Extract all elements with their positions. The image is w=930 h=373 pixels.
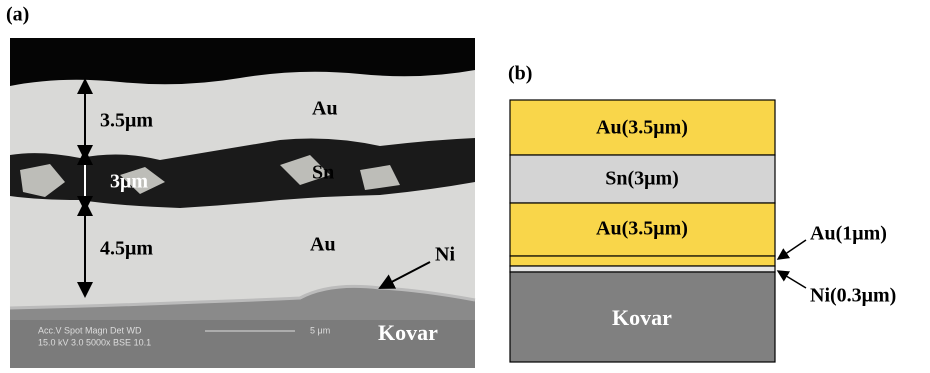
callout-label: Ni(0.3μm) [810,285,896,307]
thickness-label: 4.5μm [100,238,153,260]
layer-label: Sn [312,162,334,184]
panel-label: (b) [508,63,532,85]
panel-label: (a) [6,4,29,26]
figure: (a) 3.5μm 3μm 4.5μm Au Sn Au Ni Kovar Ac… [0,0,930,368]
layer-label: Au [310,234,336,256]
thickness-label: 3μm [110,171,148,193]
thickness-label: 3.5μm [100,110,153,132]
sem-image [10,38,475,368]
scale-label: 5 μm [310,325,330,335]
layer-label: Au [312,98,338,120]
layer-label: Au(3.5μm) [596,218,688,240]
layer-label: Kovar [612,305,672,330]
info-values: 15.0 kV 3.0 5000x BSE 10.1 [38,337,151,347]
info-header: Acc.V Spot Magn Det WD [38,325,142,335]
layer-label: Sn(3μm) [605,168,679,190]
layer-label: Au(3.5μm) [596,117,688,139]
callout-label: Au(1μm) [810,223,887,245]
layer-label: Ni [435,244,455,266]
layer-label: Kovar [378,320,438,345]
